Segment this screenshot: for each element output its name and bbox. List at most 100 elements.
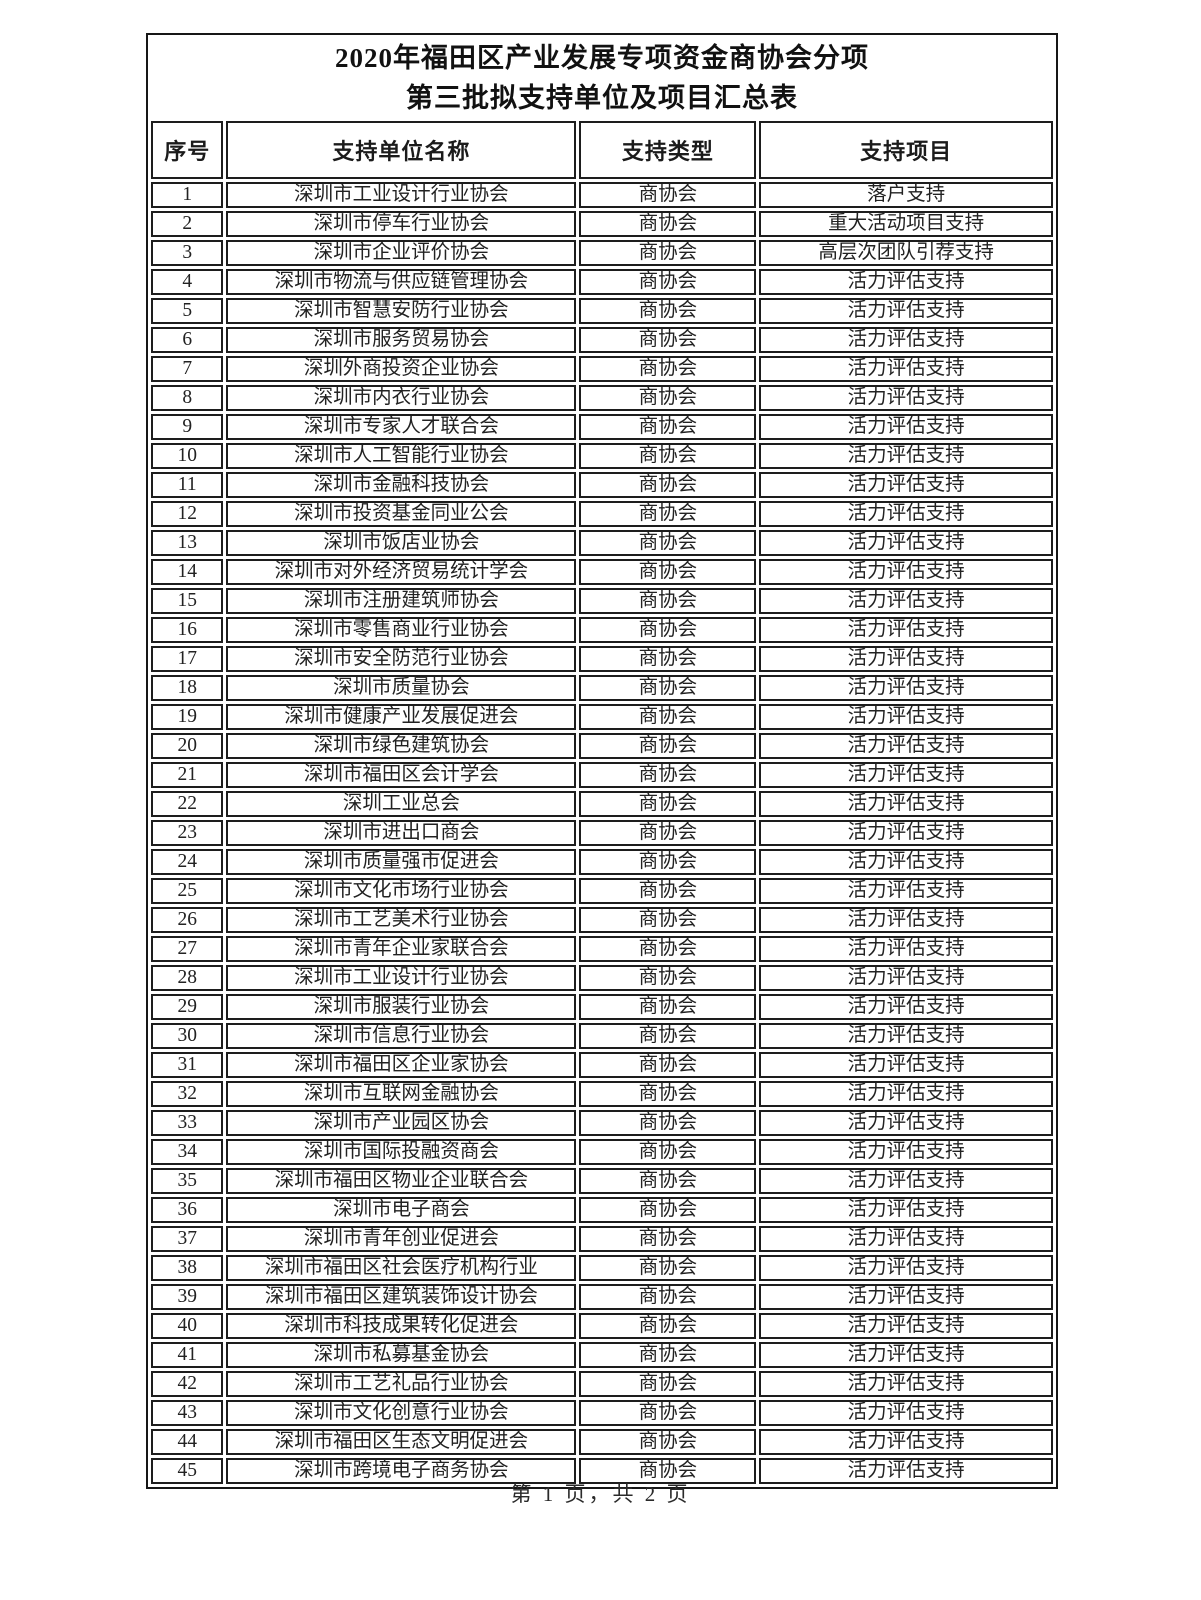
cell-seq: 18: [151, 675, 224, 701]
cell-support-type: 商协会: [579, 646, 757, 672]
cell-seq: 36: [151, 1197, 224, 1223]
cell-support-type: 商协会: [579, 385, 757, 411]
cell-support-type: 商协会: [579, 994, 757, 1020]
table-row: 19 深圳市健康产业发展促进会 商协会 活力评估支持: [151, 704, 1053, 730]
table-row: 39 深圳市福田区建筑装饰设计协会 商协会 活力评估支持: [151, 1284, 1053, 1310]
cell-support-project: 活力评估支持: [759, 588, 1053, 614]
cell-support-project: 活力评估支持: [759, 1139, 1053, 1165]
cell-support-project: 活力评估支持: [759, 356, 1053, 382]
column-header-type: 支持类型: [579, 121, 757, 179]
table-row: 3 深圳市企业评价协会 商协会 高层次团队引荐支持: [151, 240, 1053, 266]
table-row: 24 深圳市质量强市促进会 商协会 活力评估支持: [151, 849, 1053, 875]
cell-support-project: 活力评估支持: [759, 733, 1053, 759]
table-row: 31 深圳市福田区企业家协会 商协会 活力评估支持: [151, 1052, 1053, 1078]
cell-seq: 40: [151, 1313, 224, 1339]
table-row: 15 深圳市注册建筑师协会 商协会 活力评估支持: [151, 588, 1053, 614]
cell-support-project: 活力评估支持: [759, 704, 1053, 730]
cell-seq: 29: [151, 994, 224, 1020]
cell-unit-name: 深圳市科技成果转化促进会: [226, 1313, 577, 1339]
cell-support-type: 商协会: [579, 878, 757, 904]
cell-support-type: 商协会: [579, 182, 757, 208]
table-row: 42 深圳市工艺礼品行业协会 商协会 活力评估支持: [151, 1371, 1053, 1397]
cell-unit-name: 深圳市停车行业协会: [226, 211, 577, 237]
cell-support-type: 商协会: [579, 472, 757, 498]
cell-support-type: 商协会: [579, 240, 757, 266]
cell-support-project: 活力评估支持: [759, 617, 1053, 643]
cell-support-type: 商协会: [579, 1139, 757, 1165]
table-row: 12 深圳市投资基金同业公会 商协会 活力评估支持: [151, 501, 1053, 527]
table-row: 38 深圳市福田区社会医疗机构行业 商协会 活力评估支持: [151, 1255, 1053, 1281]
cell-unit-name: 深圳外商投资企业协会: [226, 356, 577, 382]
cell-unit-name: 深圳市质量强市促进会: [226, 849, 577, 875]
cell-seq: 22: [151, 791, 224, 817]
cell-support-type: 商协会: [579, 269, 757, 295]
cell-unit-name: 深圳市福田区建筑装饰设计协会: [226, 1284, 577, 1310]
cell-support-project: 活力评估支持: [759, 472, 1053, 498]
cell-support-project: 活力评估支持: [759, 443, 1053, 469]
cell-support-project: 活力评估支持: [759, 1400, 1053, 1426]
cell-seq: 33: [151, 1110, 224, 1136]
cell-support-project: 活力评估支持: [759, 1255, 1053, 1281]
cell-support-project: 活力评估支持: [759, 849, 1053, 875]
cell-support-project: 活力评估支持: [759, 878, 1053, 904]
cell-support-project: 活力评估支持: [759, 994, 1053, 1020]
cell-seq: 4: [151, 269, 224, 295]
cell-seq: 2: [151, 211, 224, 237]
cell-support-type: 商协会: [579, 965, 757, 991]
cell-seq: 14: [151, 559, 224, 585]
cell-support-project: 活力评估支持: [759, 1110, 1053, 1136]
cell-support-type: 商协会: [579, 1313, 757, 1339]
cell-seq: 43: [151, 1400, 224, 1426]
table-row: 30 深圳市信息行业协会 商协会 活力评估支持: [151, 1023, 1053, 1049]
cell-support-type: 商协会: [579, 356, 757, 382]
cell-support-project: 活力评估支持: [759, 1342, 1053, 1368]
cell-support-type: 商协会: [579, 1284, 757, 1310]
cell-support-type: 商协会: [579, 588, 757, 614]
cell-unit-name: 深圳市国际投融资商会: [226, 1139, 577, 1165]
cell-unit-name: 深圳市青年创业促进会: [226, 1226, 577, 1252]
table-row: 43 深圳市文化创意行业协会 商协会 活力评估支持: [151, 1400, 1053, 1426]
cell-support-type: 商协会: [579, 704, 757, 730]
cell-support-project: 活力评估支持: [759, 1429, 1053, 1455]
cell-support-type: 商协会: [579, 211, 757, 237]
cell-unit-name: 深圳市质量协会: [226, 675, 577, 701]
cell-unit-name: 深圳市福田区物业企业联合会: [226, 1168, 577, 1194]
cell-seq: 12: [151, 501, 224, 527]
cell-support-project: 活力评估支持: [759, 1052, 1053, 1078]
cell-support-type: 商协会: [579, 617, 757, 643]
table-row: 13 深圳市饭店业协会 商协会 活力评估支持: [151, 530, 1053, 556]
cell-seq: 26: [151, 907, 224, 933]
table-row: 21 深圳市福田区会计学会 商协会 活力评估支持: [151, 762, 1053, 788]
cell-seq: 31: [151, 1052, 224, 1078]
table-row: 20 深圳市绿色建筑协会 商协会 活力评估支持: [151, 733, 1053, 759]
table-row: 1 深圳市工业设计行业协会 商协会 落户支持: [151, 182, 1053, 208]
cell-unit-name: 深圳市工业设计行业协会: [226, 182, 577, 208]
cell-support-project: 活力评估支持: [759, 1284, 1053, 1310]
cell-support-type: 商协会: [579, 762, 757, 788]
table-row: 41 深圳市私募基金协会 商协会 活力评估支持: [151, 1342, 1053, 1368]
table-row: 40 深圳市科技成果转化促进会 商协会 活力评估支持: [151, 1313, 1053, 1339]
cell-seq: 5: [151, 298, 224, 324]
cell-seq: 10: [151, 443, 224, 469]
cell-support-project: 活力评估支持: [759, 1458, 1053, 1484]
cell-seq: 41: [151, 1342, 224, 1368]
table-row: 35 深圳市福田区物业企业联合会 商协会 活力评估支持: [151, 1168, 1053, 1194]
table-row: 27 深圳市青年企业家联合会 商协会 活力评估支持: [151, 936, 1053, 962]
cell-support-project: 活力评估支持: [759, 298, 1053, 324]
cell-support-project: 活力评估支持: [759, 820, 1053, 846]
cell-seq: 19: [151, 704, 224, 730]
cell-support-type: 商协会: [579, 820, 757, 846]
cell-unit-name: 深圳市跨境电子商务协会: [226, 1458, 577, 1484]
cell-seq: 30: [151, 1023, 224, 1049]
cell-support-type: 商协会: [579, 1429, 757, 1455]
cell-unit-name: 深圳市注册建筑师协会: [226, 588, 577, 614]
cell-unit-name: 深圳市私募基金协会: [226, 1342, 577, 1368]
cell-support-type: 商协会: [579, 501, 757, 527]
table-row: 44 深圳市福田区生态文明促进会 商协会 活力评估支持: [151, 1429, 1053, 1455]
cell-support-type: 商协会: [579, 1197, 757, 1223]
cell-unit-name: 深圳市内衣行业协会: [226, 385, 577, 411]
table-row: 28 深圳市工业设计行业协会 商协会 活力评估支持: [151, 965, 1053, 991]
cell-support-type: 商协会: [579, 298, 757, 324]
cell-support-type: 商协会: [579, 1226, 757, 1252]
cell-support-project: 活力评估支持: [759, 907, 1053, 933]
